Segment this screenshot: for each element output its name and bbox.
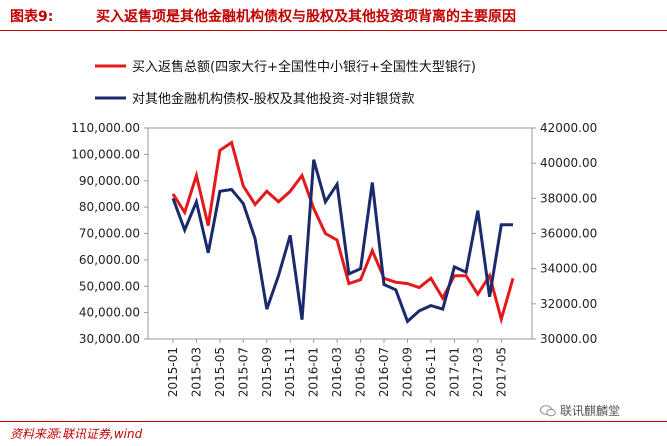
x-tick-label: 2017-01 bbox=[447, 347, 461, 397]
x-tick-label: 2017-03 bbox=[471, 347, 485, 397]
x-tick-label: 2015-07 bbox=[236, 347, 250, 397]
legend-label: 对其他金融机构债权-股权及其他投资-对非银贷款 bbox=[132, 91, 414, 107]
x-tick-label: 2015-01 bbox=[166, 347, 180, 397]
x-tick-label: 2016-01 bbox=[307, 347, 321, 397]
watermark-text: 联讯麒麟堂 bbox=[560, 404, 621, 418]
y-left-tick-label: 110,000.00 bbox=[71, 121, 140, 135]
legend-label: 买入返售总额(四家大行+全国性中小银行+全国性大型银行) bbox=[132, 59, 476, 75]
y-right-tick-label: 38000.00 bbox=[540, 191, 597, 205]
y-right-tick-label: 42000.00 bbox=[540, 121, 597, 135]
y-left-tick-label: 70,000.00 bbox=[79, 227, 140, 241]
x-tick-label: 2016-05 bbox=[354, 347, 368, 397]
title-divider bbox=[0, 30, 667, 31]
y-right-tick-label: 36000.00 bbox=[540, 227, 597, 241]
watermark: 联讯麒麟堂 bbox=[540, 402, 620, 419]
y-right-tick-label: 34000.00 bbox=[540, 262, 597, 276]
x-tick-label: 2017-05 bbox=[494, 347, 508, 397]
x-tick-label: 2016-09 bbox=[400, 347, 414, 397]
y-left-tick-label: 100,000.00 bbox=[71, 147, 140, 161]
x-tick-label: 2016-11 bbox=[424, 347, 438, 397]
y-left-tick-label: 60,000.00 bbox=[79, 253, 140, 267]
x-tick-label: 2015-09 bbox=[260, 347, 274, 397]
y-right-tick-label: 32000.00 bbox=[540, 297, 597, 311]
y-left-tick-label: 80,000.00 bbox=[79, 200, 140, 214]
footer-divider bbox=[0, 421, 667, 422]
y-right-tick-label: 40000.00 bbox=[540, 156, 597, 170]
y-left-tick-label: 40,000.00 bbox=[79, 306, 140, 320]
series-buyback-total-line bbox=[171, 140, 515, 325]
y-left-tick-label: 50,000.00 bbox=[79, 279, 140, 293]
figure-header: 图表9: 买入返售项是其他金融机构债权与股权及其他投资项背离的主要原因 bbox=[0, 0, 667, 30]
x-tick-label: 2015-03 bbox=[189, 347, 203, 397]
x-tick-label: 2016-07 bbox=[377, 347, 391, 397]
x-tick-label: 2016-03 bbox=[330, 347, 344, 397]
y-left-tick-label: 90,000.00 bbox=[79, 174, 140, 188]
figure-label: 图表9: bbox=[10, 9, 54, 25]
series-nonbank-claims-line bbox=[171, 159, 513, 324]
y-left-tick-label: 30,000.00 bbox=[79, 332, 140, 346]
figure-title: 买入返售项是其他金融机构债权与股权及其他投资项背离的主要原因 bbox=[96, 9, 516, 25]
wechat-icon bbox=[540, 404, 556, 416]
line-chart: 30,000.00 40,000.00 50,000.00 60,000.00 70,0… bbox=[71, 59, 597, 397]
source-note: 资料来源:联讯证券,wind bbox=[10, 427, 143, 441]
y-right-tick-label: 30000.00 bbox=[540, 332, 597, 346]
x-tick-label: 2015-11 bbox=[283, 347, 297, 397]
x-tick-label: 2015-05 bbox=[213, 347, 227, 397]
